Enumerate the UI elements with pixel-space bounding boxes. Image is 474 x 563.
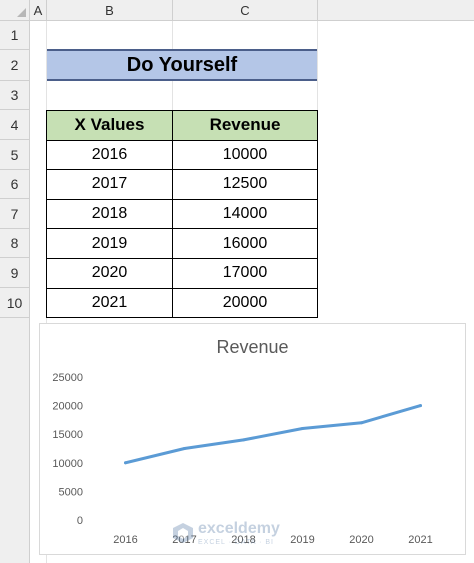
watermark-tagline: EXCEL · DATA · BI xyxy=(198,539,274,546)
column-header-blank xyxy=(318,0,474,21)
row-header-8[interactable]: 8 xyxy=(0,229,30,258)
row-header-4[interactable]: 4 xyxy=(0,110,30,140)
chart-title[interactable]: Revenue xyxy=(216,337,289,357)
exceldemy-logo-icon xyxy=(173,523,193,543)
y-tick-label: 10000 xyxy=(52,458,83,470)
x-value-cell[interactable]: 2018 xyxy=(46,198,173,230)
y-tick-label: 15000 xyxy=(52,429,83,441)
title-cell[interactable]: Do Yourself xyxy=(47,49,317,81)
gridline xyxy=(317,21,318,311)
data-point[interactable] xyxy=(301,426,304,430)
revenue-cell[interactable]: 16000 xyxy=(172,228,318,259)
row-header-1[interactable]: 1 xyxy=(0,21,30,50)
x-tick-label: 2020 xyxy=(349,534,373,546)
table-row: 2019 16000 xyxy=(46,228,318,259)
header-x-values[interactable]: X Values xyxy=(46,110,173,141)
row-header-7[interactable]: 7 xyxy=(0,199,30,229)
y-tick-label: 5000 xyxy=(59,486,83,498)
chart-plot: 25000 20000 15000 10000 5000 0 2016 2017 2018 201… xyxy=(52,372,432,546)
watermark-name: exceldemy xyxy=(198,520,280,537)
row-header-2[interactable]: 2 xyxy=(0,50,30,81)
table-row: 2020 17000 xyxy=(46,257,318,289)
y-tick-label: 20000 xyxy=(52,401,83,413)
row-header-area xyxy=(0,318,30,563)
table-row: 2021 20000 xyxy=(46,287,318,319)
revenue-cell[interactable]: 17000 xyxy=(172,257,318,289)
row-header-5[interactable]: 5 xyxy=(0,140,30,170)
data-point[interactable] xyxy=(183,447,186,450)
x-tick-label: 2016 xyxy=(113,534,137,546)
revenue-cell[interactable]: 10000 xyxy=(172,139,318,171)
column-header-c[interactable]: C xyxy=(173,0,318,21)
data-point[interactable] xyxy=(124,461,127,465)
table-row: 2016 10000 xyxy=(46,139,318,171)
header-revenue[interactable]: Revenue xyxy=(172,110,318,141)
x-value-cell[interactable]: 2020 xyxy=(46,257,173,289)
x-value-cell[interactable]: 2021 xyxy=(46,287,173,319)
row-header-9[interactable]: 9 xyxy=(0,258,30,288)
revenue-cell[interactable]: 14000 xyxy=(172,198,318,230)
x-tick-label: 2018 xyxy=(231,534,255,546)
data-point[interactable] xyxy=(360,421,363,425)
row-header-6[interactable]: 6 xyxy=(0,170,30,199)
data-table: X Values Revenue 2016 10000 2017 12500 2… xyxy=(46,110,318,319)
revenue-chart[interactable]: Revenue 25000 20000 15000 10000 5000 0 2016 201… xyxy=(39,323,466,555)
x-value-cell[interactable]: 2016 xyxy=(46,139,173,171)
exceldemy-watermark: exceldemy EXCEL · DATA · BI xyxy=(170,520,330,554)
x-tick-label: 2017 xyxy=(172,534,196,546)
table-row: 2018 14000 xyxy=(46,198,318,230)
select-all-corner[interactable] xyxy=(0,0,30,21)
x-tick-label: 2021 xyxy=(408,534,432,546)
x-tick-label: 2019 xyxy=(290,534,314,546)
data-point[interactable] xyxy=(419,404,422,408)
table-row: 2017 12500 xyxy=(46,169,318,200)
column-header-b[interactable]: B xyxy=(47,0,173,21)
row-header-10[interactable]: 10 xyxy=(0,288,30,318)
table-header-row: X Values Revenue xyxy=(46,110,318,141)
x-value-cell[interactable]: 2019 xyxy=(46,228,173,259)
revenue-series-line[interactable] xyxy=(124,404,422,465)
revenue-cell[interactable]: 12500 xyxy=(172,169,318,200)
y-tick-label: 0 xyxy=(77,515,83,527)
y-tick-label: 25000 xyxy=(52,372,83,384)
revenue-cell[interactable]: 20000 xyxy=(172,287,318,319)
data-point[interactable] xyxy=(242,438,245,442)
x-value-cell[interactable]: 2017 xyxy=(46,169,173,200)
row-header-3[interactable]: 3 xyxy=(0,81,30,110)
column-header-a[interactable]: A xyxy=(30,0,47,21)
